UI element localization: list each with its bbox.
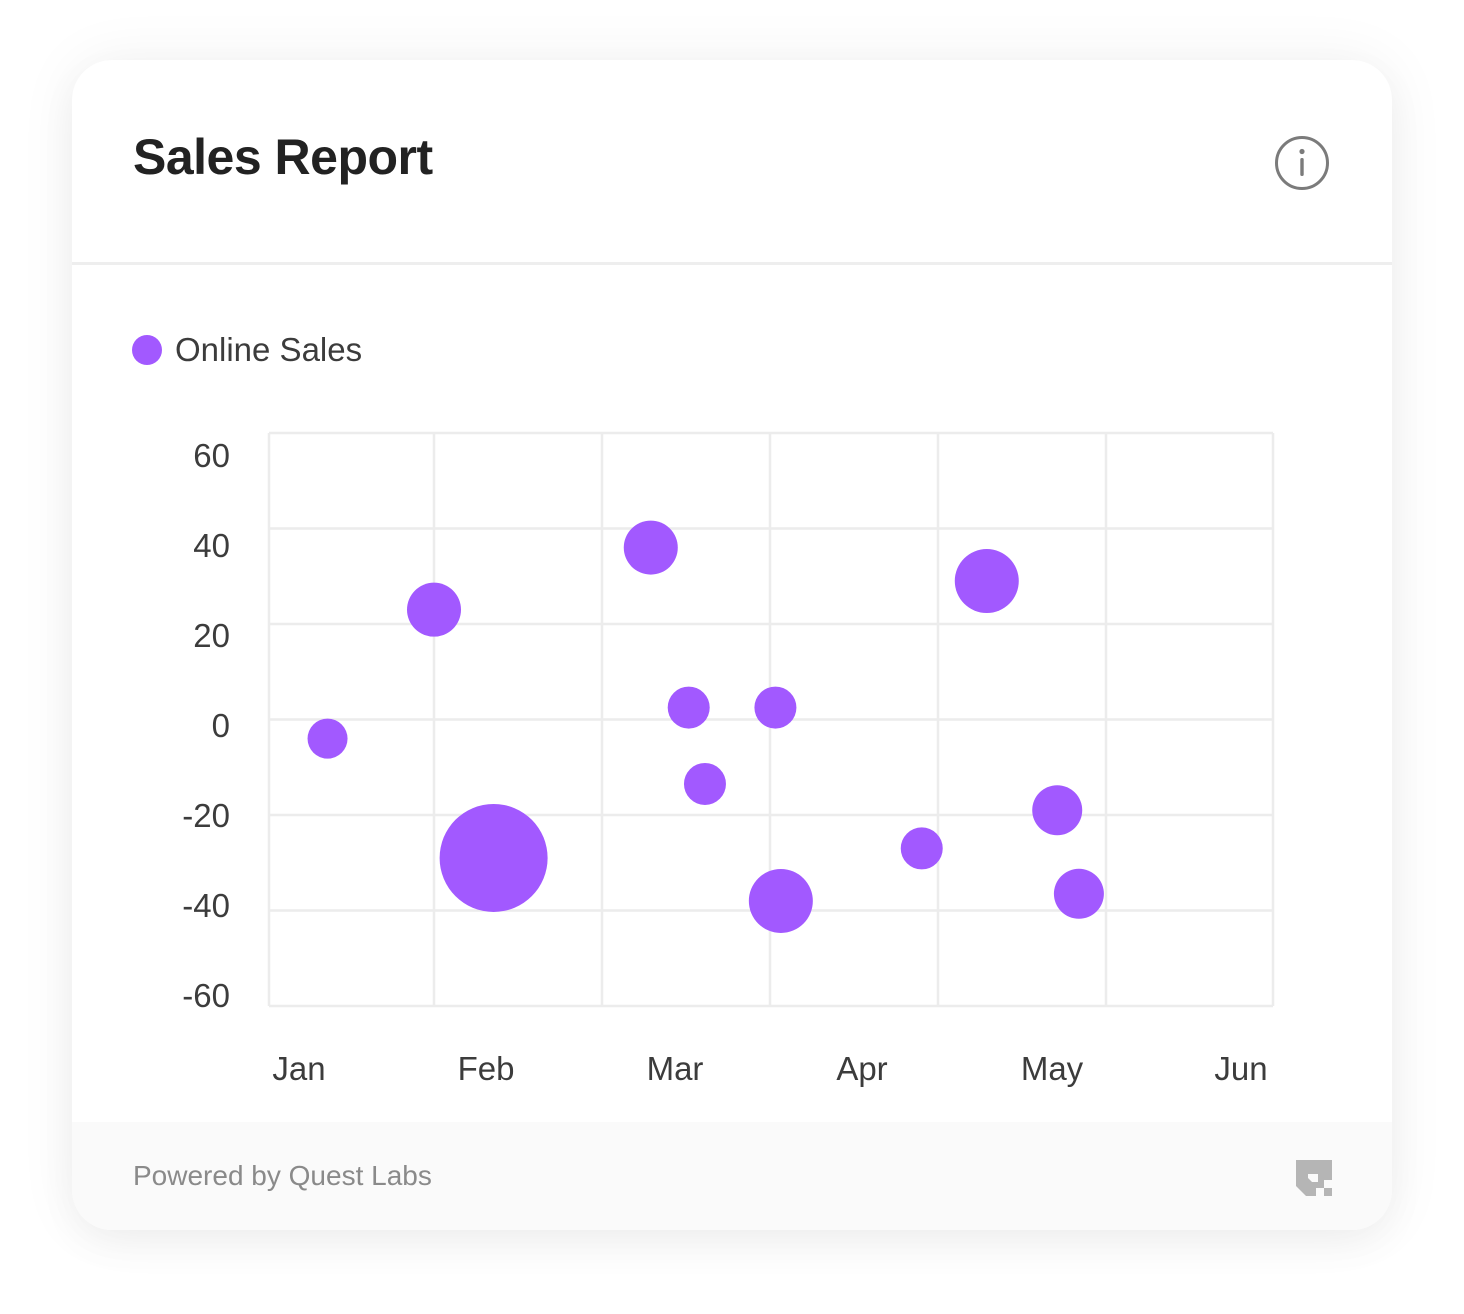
- bubble-point: [307, 718, 348, 759]
- legend-label: Online Sales: [175, 331, 363, 368]
- quest-labs-logo-icon[interactable]: [1294, 1158, 1334, 1198]
- x-axis-ticks: Jan Feb Mar Apr May Jun: [272, 1050, 1267, 1087]
- y-tick-label: -20: [182, 797, 230, 834]
- y-tick-label: 60: [193, 437, 230, 474]
- x-tick-label: May: [1021, 1050, 1084, 1087]
- bubble-point: [900, 827, 943, 870]
- bubble-point: [1032, 785, 1083, 836]
- bubble-point: [1053, 868, 1104, 919]
- y-tick-label: 0: [212, 707, 230, 744]
- x-tick-label: Feb: [458, 1050, 515, 1087]
- x-tick-label: Apr: [836, 1050, 887, 1087]
- card-header: Sales Report: [72, 60, 1392, 265]
- y-tick-label: 20: [193, 617, 230, 654]
- bubble-point: [954, 549, 1019, 614]
- powered-by-text: Powered by Quest Labs: [133, 1160, 432, 1191]
- chart-bubbles: [307, 520, 1104, 933]
- y-tick-label: -40: [182, 887, 230, 924]
- bubble-point: [407, 582, 461, 637]
- bubble-point: [439, 803, 548, 912]
- legend-swatch: [132, 335, 162, 365]
- x-tick-label: Jan: [272, 1050, 325, 1087]
- info-icon[interactable]: [1273, 134, 1331, 192]
- bubble-chart: 60 40 20 0 -20 -40 -60 Jan Feb Mar Apr May Jun: [182, 431, 1275, 1087]
- bubble-point: [667, 686, 710, 729]
- x-tick-label: Jun: [1214, 1050, 1267, 1087]
- bubble-point: [623, 520, 678, 575]
- bubble-point: [748, 868, 813, 933]
- sales-report-card: Sales Report Online Sales 60 40 20 0 -20 -40 -…: [72, 60, 1392, 1230]
- bubble-point: [683, 762, 726, 805]
- x-tick-label: Mar: [647, 1050, 704, 1087]
- y-tick-label: -60: [182, 977, 230, 1014]
- card-title: Sales Report: [133, 129, 433, 185]
- bubble-point: [754, 686, 797, 729]
- y-tick-label: 40: [193, 527, 230, 564]
- card-footer: Powered by Quest Labs: [72, 1122, 1392, 1230]
- chart-legend[interactable]: Online Sales: [132, 330, 362, 370]
- y-axis-ticks: 60 40 20 0 -20 -40 -60: [182, 437, 230, 1014]
